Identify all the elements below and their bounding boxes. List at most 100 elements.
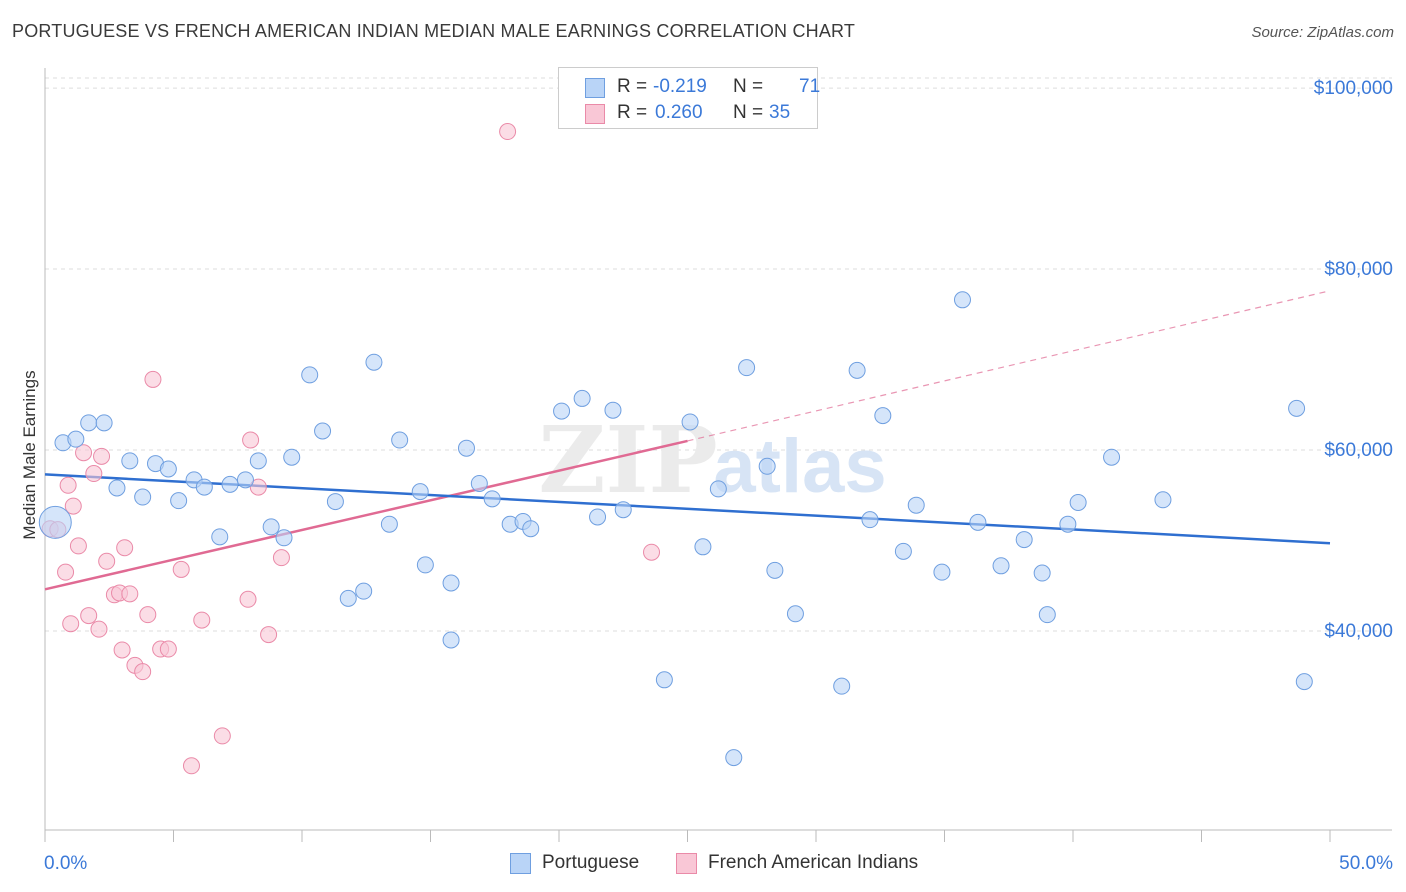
point-portuguese	[1154, 491, 1172, 509]
point-french-american-indians	[80, 607, 98, 625]
point-portuguese	[221, 475, 239, 493]
point-portuguese	[725, 749, 743, 767]
y-tick-label: $100,000	[1314, 78, 1393, 99]
point-french-american-indians	[249, 478, 267, 496]
trend-line-french-american-indians-extension	[687, 290, 1331, 442]
point-portuguese	[604, 401, 622, 419]
point-portuguese	[681, 413, 699, 431]
point-portuguese	[953, 291, 971, 309]
point-portuguese	[907, 496, 925, 514]
point-french-american-indians	[242, 431, 260, 449]
point-portuguese	[275, 529, 293, 547]
y-tick-label: $80,000	[1324, 259, 1393, 280]
watermark: ZIP atlas	[538, 406, 886, 514]
point-french-american-indians	[62, 615, 80, 633]
point-french-american-indians	[643, 543, 661, 561]
point-portuguese	[365, 353, 383, 371]
bottom-legend-swatch-blue	[510, 853, 531, 874]
point-portuguese	[758, 457, 776, 475]
point-portuguese	[339, 589, 357, 607]
x-tick-label: 0.0%	[44, 853, 87, 874]
point-portuguese	[614, 501, 632, 519]
point-portuguese	[249, 452, 267, 470]
trend-line-french-american-indians	[44, 439, 688, 591]
point-portuguese	[522, 520, 540, 538]
bottom-legend-swatch-pink	[676, 853, 697, 874]
point-french-american-indians	[57, 563, 75, 581]
point-portuguese	[655, 671, 673, 689]
point-portuguese	[262, 518, 280, 536]
axes	[44, 68, 1392, 842]
gridlines	[45, 77, 1392, 632]
point-portuguese	[992, 557, 1010, 575]
point-portuguese	[195, 478, 213, 496]
point-french-american-indians	[159, 640, 177, 658]
legend-r-label: R =	[617, 102, 648, 123]
point-portuguese	[80, 414, 98, 432]
legend-swatch-blue	[585, 78, 605, 98]
point-portuguese	[709, 480, 727, 498]
point-portuguese	[67, 430, 85, 448]
point-portuguese	[1059, 515, 1077, 533]
legend-swatch-pink	[585, 104, 605, 124]
point-portuguese	[442, 574, 460, 592]
point-portuguese	[38, 505, 72, 539]
point-portuguese	[786, 605, 804, 623]
point-portuguese	[1295, 673, 1313, 691]
point-french-american-indians	[139, 606, 157, 624]
tick-labels: $40,000 $60,000 $80,000 $100,000 0.0% 50.0%	[44, 78, 1393, 874]
point-portuguese	[969, 513, 987, 531]
point-french-american-indians	[272, 549, 290, 567]
point-portuguese	[355, 582, 373, 600]
legend-n-label: N =	[733, 76, 764, 97]
y-axis-label: Median Male Earnings	[20, 370, 39, 540]
point-portuguese	[95, 414, 113, 432]
point-portuguese	[283, 448, 301, 466]
point-french-american-indians	[69, 537, 87, 555]
point-portuguese	[416, 556, 434, 574]
point-french-american-indians	[121, 585, 139, 603]
y-tick-label: $60,000	[1324, 440, 1393, 461]
point-portuguese	[1069, 493, 1087, 511]
data-points	[38, 123, 1313, 775]
point-french-american-indians	[98, 552, 116, 570]
bottom-legend-label: French American Indians	[708, 852, 919, 873]
point-portuguese	[170, 492, 188, 510]
legend-r-value: -0.219	[653, 76, 707, 97]
point-portuguese	[861, 511, 879, 529]
point-french-american-indians	[116, 539, 134, 557]
legend-r-value: 0.260	[655, 102, 703, 123]
legend-r-label: R =	[617, 76, 648, 97]
point-french-american-indians	[239, 590, 257, 608]
point-portuguese	[411, 483, 429, 501]
point-french-american-indians	[64, 497, 82, 515]
point-french-american-indians	[113, 641, 131, 659]
point-french-american-indians	[93, 447, 111, 465]
point-portuguese	[833, 677, 851, 695]
correlation-legend: R = -0.219 N = 71 R = 0.260 N = 35	[558, 67, 820, 129]
point-portuguese	[314, 422, 332, 440]
point-french-american-indians	[144, 370, 162, 388]
point-portuguese	[894, 542, 912, 560]
point-portuguese	[211, 528, 229, 546]
point-portuguese	[1103, 448, 1121, 466]
point-portuguese	[1033, 564, 1051, 582]
point-portuguese	[483, 490, 501, 508]
point-portuguese	[766, 561, 784, 579]
point-portuguese	[442, 631, 460, 649]
point-portuguese	[108, 479, 126, 497]
point-portuguese	[301, 366, 319, 384]
bottom-legend-label: Portuguese	[542, 852, 640, 873]
point-portuguese	[470, 474, 488, 492]
legend-n-value: 35	[769, 102, 791, 123]
point-french-american-indians	[90, 620, 108, 638]
point-portuguese	[457, 439, 475, 457]
watermark-atlas: atlas	[713, 424, 886, 509]
point-french-american-indians	[499, 123, 517, 141]
point-french-american-indians	[85, 465, 103, 483]
point-portuguese	[391, 431, 409, 449]
point-portuguese	[874, 407, 892, 425]
source-label: Source: ZipAtlas.com	[1251, 24, 1394, 41]
y-tick-label: $40,000	[1324, 621, 1393, 642]
